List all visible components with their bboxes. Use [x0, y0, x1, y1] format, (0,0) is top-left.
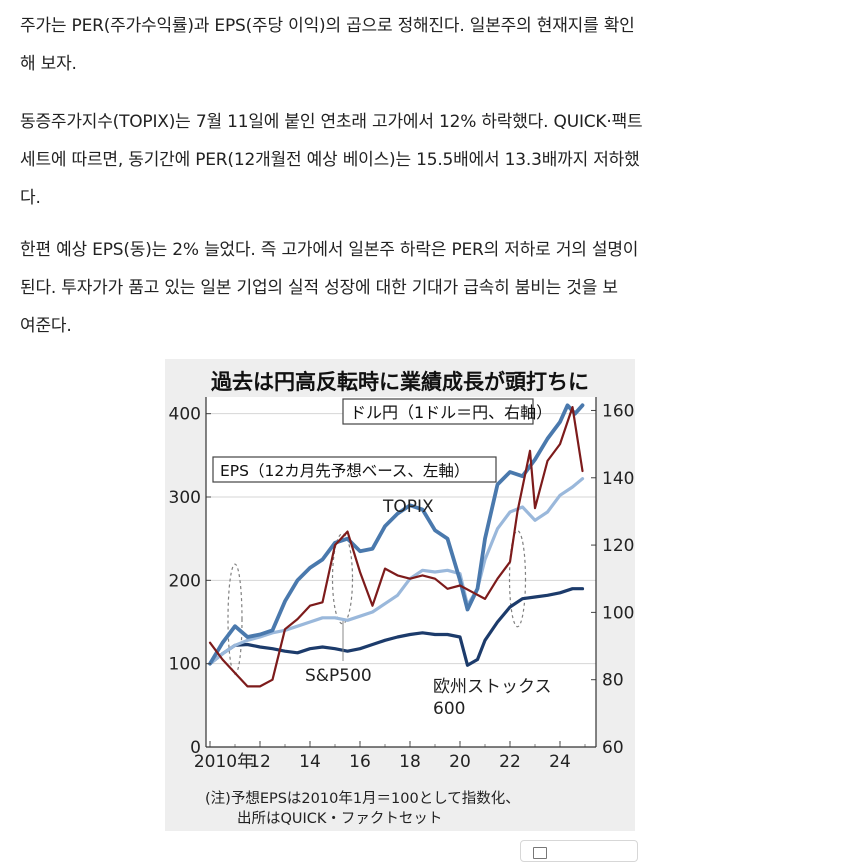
- highlight-ellipse: [331, 533, 354, 625]
- series-line-sp500: [208, 477, 585, 666]
- paragraph-line: 세트에 따르면, 동기간에 PER(12개월전 예상 베이스)는 15.5배에서…: [20, 150, 640, 170]
- chart-note-line-2: 出所はQUICK・ファクトセット: [237, 810, 442, 827]
- x-tick-label: 20: [449, 752, 471, 772]
- paragraph-line: 여준다.: [20, 316, 72, 336]
- image-expand-button[interactable]: [520, 840, 638, 862]
- chart-note-line-1: (注)予想EPSは2010年1月＝100として指数化、: [205, 790, 520, 807]
- left-tick-label: 200: [169, 571, 201, 591]
- paragraph-1: 주가는 PER(주가수익률)과 EPS(주당 이익)의 곱으로 정해진다. 일본…: [20, 7, 820, 83]
- paragraph-line: 주가는 PER(주가수익률)과 EPS(주당 이익)의 곱으로 정해진다. 일본…: [20, 16, 635, 36]
- chart-figure[interactable]: 過去は円高反転時に業績成長が頭打ちに 0 100 200 300 400 60 80 100 1…: [165, 359, 635, 831]
- left-tick-label: 100: [169, 655, 201, 675]
- x-tick-label: 12: [249, 752, 271, 772]
- right-tick-label: 160: [602, 401, 634, 421]
- eps-legend-box: EPS（12カ月先予想ベース、左軸）: [212, 456, 497, 483]
- paragraph-line: 해 보자.: [20, 54, 77, 74]
- series-label-europe600: 欧州ストックス 600: [433, 677, 552, 719]
- series-line-europe600: [208, 587, 585, 667]
- highlight-ellipse: [508, 530, 527, 628]
- paragraph-line: 다.: [20, 188, 41, 208]
- left-tick-label: 0: [190, 738, 201, 758]
- usdjpy-legend-text: ドル円（1ドル＝円、右軸）: [350, 403, 552, 422]
- right-tick-label: 140: [602, 469, 634, 489]
- x-tick-label: 2010年: [194, 752, 254, 772]
- right-tick-label: 80: [602, 671, 624, 691]
- left-tick-label: 300: [169, 488, 201, 508]
- right-tick-label: 60: [602, 738, 624, 758]
- x-tick-label: 14: [299, 752, 321, 772]
- right-tick-label: 120: [602, 536, 634, 556]
- eps-legend-text: EPS（12カ月先予想ベース、左軸）: [220, 462, 469, 480]
- right-tick-label: 100: [602, 603, 634, 623]
- x-tick-label: 18: [399, 752, 421, 772]
- usdjpy-legend-box: ドル円（1ドル＝円、右軸）: [342, 398, 552, 425]
- paragraph-3: 한편 예상 EPS(동)는 2% 늘었다. 즉 고가에서 일본주 하락은 PER…: [20, 231, 820, 345]
- series-line-usdjpy: [208, 405, 584, 688]
- paragraph-2: 동증주가지수(TOPIX)는 7월 11일에 붙인 연초래 고가에서 12% 하…: [20, 103, 820, 217]
- left-tick-label: 400: [169, 405, 201, 425]
- x-tick-label: 22: [499, 752, 521, 772]
- x-tick-label: 16: [349, 752, 371, 772]
- chart-title: 過去は円高反転時に業績成長が頭打ちに: [211, 370, 589, 394]
- eps-chart: 過去は円高反転時に業績成長が頭打ちに 0 100 200 300 400 60 80 100 1…: [169, 370, 635, 827]
- paragraph-line: 동증주가지수(TOPIX)는 7월 11일에 붙인 연초래 고가에서 12% 하…: [20, 112, 643, 132]
- series-lines: [208, 403, 585, 688]
- paragraph-line: 된다. 투자가가 품고 있는 일본 기업의 실적 성장에 대한 기대가 급속히 …: [20, 278, 618, 298]
- x-tick-label: 24: [549, 752, 571, 772]
- image-icon: [533, 847, 547, 859]
- series-label-sp500: S&P500: [305, 666, 372, 686]
- series-label-topix: TOPIX: [382, 497, 434, 517]
- paragraph-line: 한편 예상 EPS(동)는 2% 늘었다. 즉 고가에서 일본주 하락은 PER…: [20, 240, 639, 260]
